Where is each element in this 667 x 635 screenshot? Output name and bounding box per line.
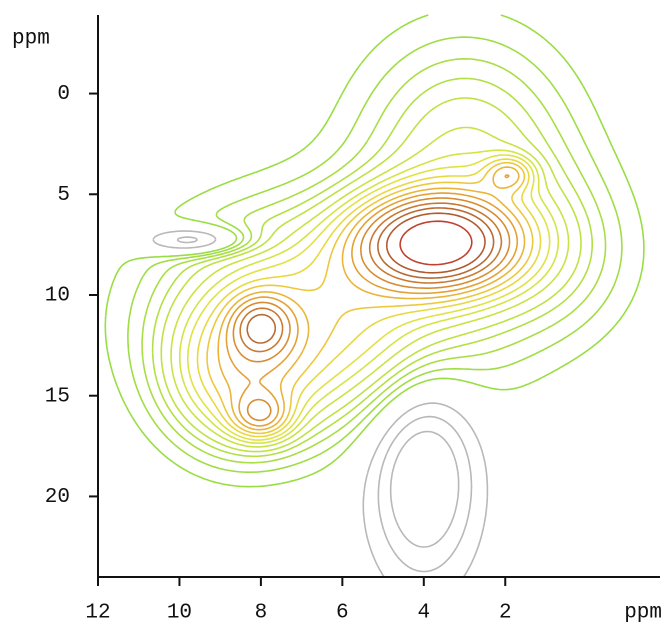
contour-line bbox=[246, 207, 495, 344]
contour-line bbox=[206, 161, 534, 435]
contour-line bbox=[225, 174, 519, 427]
x-tick-label: 6 bbox=[336, 602, 349, 625]
contour-line bbox=[176, 236, 473, 573]
contour-line bbox=[127, 36, 623, 473]
y-tick-label: 15 bbox=[45, 385, 70, 408]
contour-layer bbox=[104, 14, 645, 578]
x-axis-label: ppm bbox=[624, 602, 662, 625]
contour-line bbox=[386, 212, 486, 274]
contour-line bbox=[152, 230, 489, 578]
contour-line bbox=[160, 97, 582, 453]
contour-line bbox=[399, 220, 473, 266]
y-tick-label: 10 bbox=[45, 285, 70, 308]
contour-line bbox=[389, 430, 460, 548]
x-tick-label: 4 bbox=[417, 602, 430, 625]
y-tick-label: 0 bbox=[57, 83, 70, 106]
contour-line bbox=[179, 149, 560, 444]
y-tick-label: 20 bbox=[45, 486, 70, 509]
contour-line bbox=[232, 197, 511, 422]
contour-line bbox=[196, 158, 542, 438]
x-tick-label: 12 bbox=[85, 602, 110, 625]
x-tick-label: 8 bbox=[255, 602, 268, 625]
contour-line bbox=[104, 14, 645, 488]
contour-line bbox=[217, 166, 526, 431]
y-axis-label: ppm bbox=[12, 28, 50, 51]
contour-line bbox=[170, 126, 570, 448]
contour-line bbox=[151, 77, 593, 458]
contour-line bbox=[187, 154, 551, 441]
contour-line bbox=[141, 58, 607, 464]
contour-line bbox=[239, 202, 503, 353]
y-tick-label: 5 bbox=[57, 184, 70, 207]
x-tick-label: 10 bbox=[167, 602, 192, 625]
x-tick-label: 2 bbox=[499, 602, 512, 625]
